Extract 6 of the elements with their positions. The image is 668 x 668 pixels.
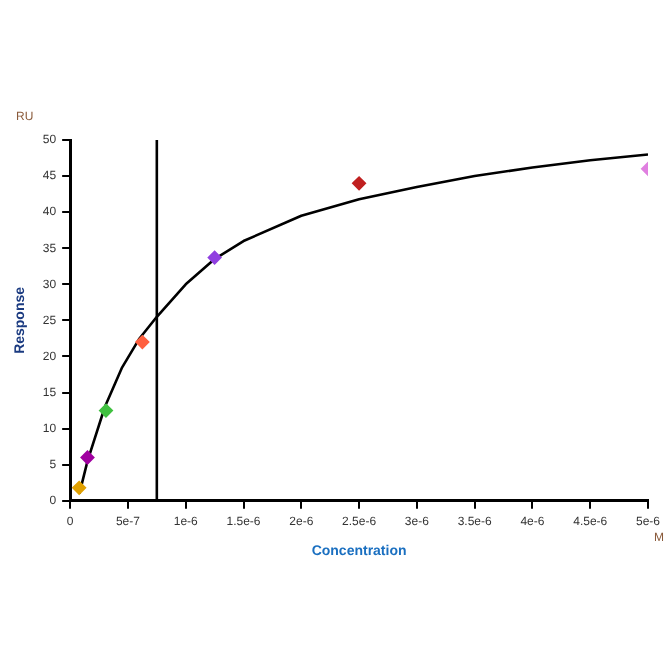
- point: [80, 450, 95, 465]
- point: [207, 250, 222, 265]
- point: [352, 176, 367, 191]
- point: [135, 335, 150, 350]
- point: [72, 480, 87, 495]
- point: [98, 403, 113, 418]
